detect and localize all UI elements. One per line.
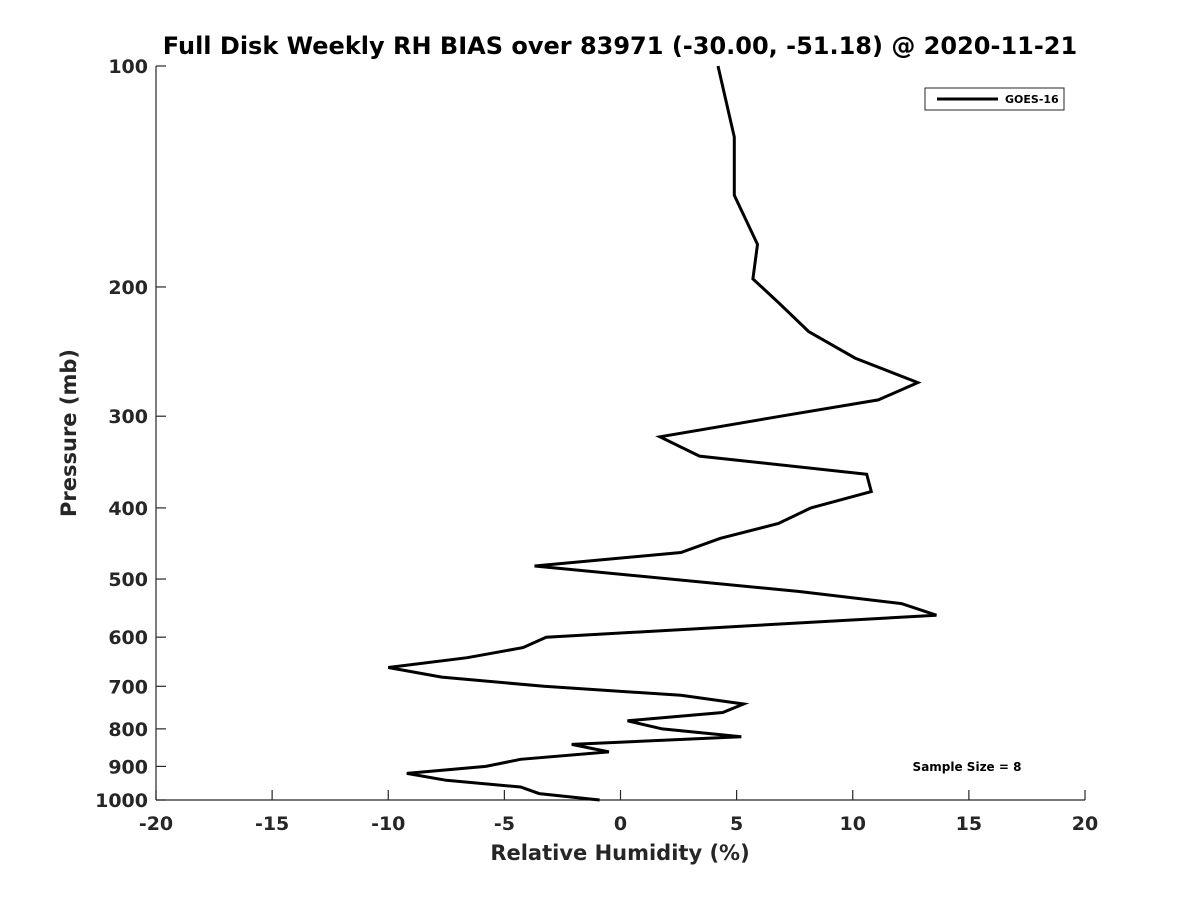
x-tick-label: 10 (840, 813, 866, 835)
x-tick-label: -10 (371, 813, 405, 835)
x-axis-ticks: -20 -15 -10 -5 0 5 10 15 20 (139, 790, 1098, 835)
y-tick-label: 700 (108, 676, 148, 698)
y-tick-label: 600 (108, 627, 148, 649)
series-layer (388, 65, 937, 802)
legend: GOES-16 (924, 87, 1065, 111)
x-axis-label: Relative Humidity (%) (490, 841, 749, 865)
y-tick-label: 200 (108, 277, 148, 299)
x-tick-label: -20 (139, 813, 173, 835)
y-tick-label: 400 (108, 498, 148, 520)
y-tick-label: 100 (108, 56, 148, 78)
y-tick-label: 500 (108, 569, 148, 591)
chart-title: Full Disk Weekly RH BIAS over 83971 (-30… (163, 32, 1077, 60)
x-tick-label: -15 (255, 813, 289, 835)
y-tick-label: 300 (108, 406, 148, 428)
legend-label-goes-16: GOES-16 (1005, 93, 1059, 106)
x-tick-label: 5 (730, 813, 743, 835)
y-axis-ticks: 100 200 300 400 500 600 700 800 900 1000 (95, 56, 166, 812)
y-tick-label: 800 (108, 719, 148, 741)
series-line-goes-16 (388, 65, 937, 802)
y-axis-label: Pressure (mb) (57, 349, 81, 517)
x-tick-label: 20 (1072, 813, 1098, 835)
y-tick-label: 900 (108, 756, 148, 778)
x-tick-label: 0 (614, 813, 627, 835)
y-tick-label: 1000 (95, 790, 148, 812)
x-tick-label: 15 (956, 813, 982, 835)
x-tick-label: -5 (494, 813, 515, 835)
sample-size-annotation: Sample Size = 8 (913, 760, 1022, 774)
